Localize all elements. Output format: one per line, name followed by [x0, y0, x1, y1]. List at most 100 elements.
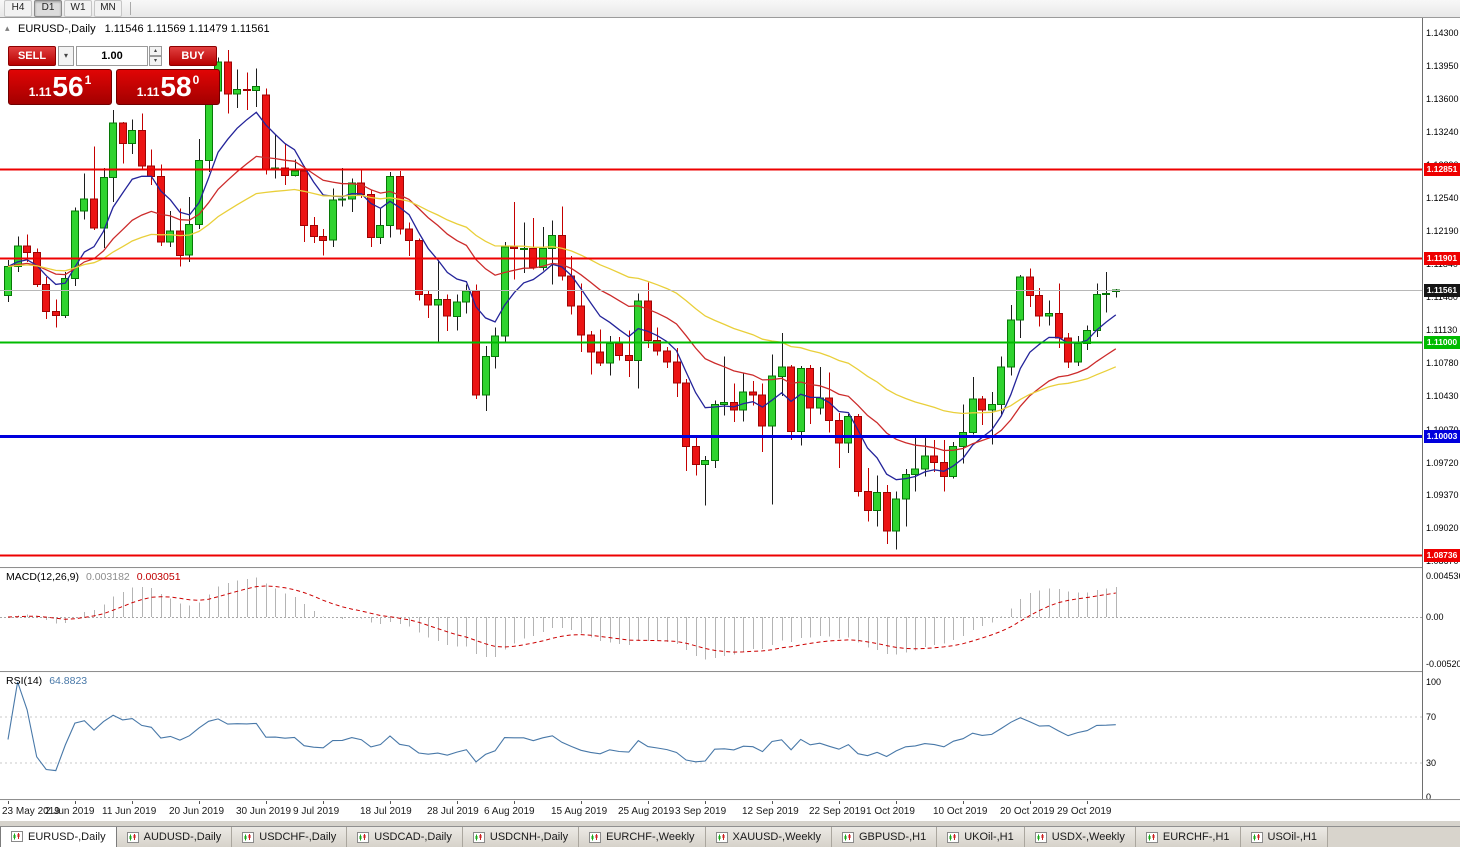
rsi-value: 64.8823: [49, 675, 88, 687]
chart-tab-label: AUDUSD-,Daily: [143, 831, 222, 843]
date-label: 22 Sep 2019: [809, 806, 866, 817]
date-tick: [8, 801, 9, 804]
date-tick: [648, 801, 649, 804]
panel-divider: [0, 799, 1460, 800]
buy-price-tile[interactable]: 1.11 58 0: [116, 69, 220, 105]
macd-signal-value: 0.003051: [136, 571, 181, 583]
timeframe-button-w1[interactable]: W1: [64, 0, 92, 17]
chart-tab-audusd-daily[interactable]: AUDUSD-,Daily: [116, 827, 233, 847]
sell-button[interactable]: SELL: [8, 46, 56, 66]
chart-tab-ukoil-h1[interactable]: UKOil-,H1: [937, 827, 1025, 847]
date-label: 1 Oct 2019: [866, 806, 915, 817]
chart-tab-label: USDCNH-,Daily: [489, 831, 569, 843]
spinner-down-icon[interactable]: ▾: [149, 56, 162, 66]
price-scale-label: 1.10430: [1426, 391, 1459, 401]
price-scale-label: 1.10780: [1426, 358, 1459, 368]
sell-price-big: 56: [52, 71, 84, 102]
date-tick: [514, 801, 515, 804]
date-tick: [1030, 801, 1031, 804]
toolbar-separator: [130, 2, 131, 15]
price-line-badge-1.10003: 1.10003: [1424, 429, 1460, 443]
volume-dropdown-button[interactable]: ▾: [58, 46, 74, 66]
chart-tab-icon: [472, 831, 485, 843]
time-scale[interactable]: 23 May 2019 2 Jun 2019 11 Jun 2019 20 Jun 2…: [0, 801, 1460, 821]
chart-tab-icon: [1034, 831, 1047, 843]
price-line-badge-1.12851: 1.12851: [1424, 162, 1460, 176]
chart-tab-label: EURCHF-,Weekly: [606, 831, 695, 843]
volume-input[interactable]: [76, 46, 148, 66]
rsi-title: RSI(14): [6, 675, 43, 687]
price-line-badge-1.11901: 1.11901: [1424, 251, 1460, 265]
price-scale-label: 1.12540: [1426, 193, 1459, 203]
main-chart-canvas[interactable]: [0, 18, 1422, 567]
macd-scale-label: -0.005205: [1426, 659, 1460, 669]
chart-tab-label: USDX-,Weekly: [1051, 831, 1125, 843]
date-tick: [390, 801, 391, 804]
one-click-collapse-icon[interactable]: ▴: [5, 23, 10, 33]
date-tick: [132, 801, 133, 804]
chart-tab-icon: [1250, 831, 1263, 843]
panel-divider[interactable]: [0, 567, 1460, 568]
chart-tab-label: XAUUSD-,Weekly: [732, 831, 821, 843]
date-label: 15 Aug 2019: [551, 806, 608, 817]
price-scale-label: 1.14300: [1426, 28, 1459, 38]
price-scale-label: 1.11480: [1426, 292, 1458, 302]
chart-tab-usdchf-daily[interactable]: USDCHF-,Daily: [232, 827, 348, 847]
chart-tab-label: GBPUSD-,H1: [858, 831, 927, 843]
price-scale-label: 1.09020: [1426, 523, 1459, 533]
date-label: 30 Jun 2019: [236, 806, 292, 817]
chart-tab-gbpusd-h1[interactable]: GBPUSD-,H1: [831, 827, 938, 847]
one-click-price-tiles: 1.11 56 1 1.11 58 0: [8, 69, 228, 105]
date-tick: [199, 801, 200, 804]
price-scale-label: 1.09370: [1426, 490, 1459, 500]
price-line-badge-1.11000: 1.11000: [1424, 335, 1460, 349]
date-tick: [705, 801, 706, 804]
price-scale-label: 1.13600: [1426, 94, 1459, 104]
date-tick: [266, 801, 267, 804]
rsi-scale-label: 0: [1426, 792, 1432, 799]
price-scale-label: 1.13950: [1426, 61, 1459, 71]
current-price-badge: 1.11561: [1424, 283, 1460, 297]
chart-tab-icon: [715, 831, 728, 843]
sell-price-prefix: 1.11: [28, 85, 52, 99]
rsi-label: RSI(14) 64.8823: [6, 675, 87, 687]
buy-price-sup: 0: [192, 73, 200, 87]
chart-tab-eurchf-h1[interactable]: EURCHF-,H1: [1135, 827, 1241, 847]
sell-price-sup: 1: [84, 73, 92, 87]
chart-tab-eurchf-weekly[interactable]: EURCHF-,Weekly: [579, 827, 706, 847]
chart-tab-usdcnh-daily[interactable]: USDCNH-,Daily: [462, 827, 580, 847]
date-tick: [772, 801, 773, 804]
date-label: 12 Sep 2019: [742, 806, 799, 817]
chart-tab-eurusd-daily[interactable]: EURUSD-,Daily: [0, 827, 117, 847]
one-click-trading-panel: SELL ▾ ▴ ▾ BUY 1.11 56 1 1.11 58 0: [8, 46, 228, 105]
date-tick: [896, 801, 897, 804]
date-label: 11 Jun 2019: [102, 806, 157, 817]
chart-tab-label: UKOil-,H1: [964, 831, 1014, 843]
price-scale-label: 1.13240: [1426, 127, 1459, 137]
date-label: 25 Aug 2019: [618, 806, 675, 817]
chart-tab-label: EURCHF-,H1: [1162, 831, 1230, 843]
date-label: 29 Oct 2019: [1057, 806, 1112, 817]
chart-tab-label: EURUSD-,Daily: [28, 830, 106, 843]
timeframe-button-mn[interactable]: MN: [94, 0, 122, 17]
rsi-canvas[interactable]: [0, 673, 1422, 799]
date-label: 3 Sep 2019: [675, 806, 727, 817]
chart-tab-usoil-h1[interactable]: USOil-,H1: [1240, 827, 1329, 847]
price-scale[interactable]: 1.143001.139501.136001.132401.128901.125…: [1422, 18, 1460, 799]
timeframe-button-h4[interactable]: H4: [4, 0, 32, 17]
panel-divider[interactable]: [0, 671, 1460, 672]
rsi-indicator-panel: RSI(14) 64.8823: [0, 673, 1422, 799]
date-tick: [963, 801, 964, 804]
date-label: 2 Jun 2019: [45, 806, 95, 817]
timeframe-button-d1[interactable]: D1: [34, 0, 62, 17]
chart-tab-xauusd-weekly[interactable]: XAUUSD-,Weekly: [705, 827, 832, 847]
macd-canvas[interactable]: [0, 569, 1422, 671]
date-label: 10 Oct 2019: [933, 806, 988, 817]
chart-tab-label: USOil-,H1: [1267, 831, 1318, 843]
chart-tab-usdx-weekly[interactable]: USDX-,Weekly: [1024, 827, 1136, 847]
chart-tab-usdcad-daily[interactable]: USDCAD-,Daily: [347, 827, 463, 847]
buy-button[interactable]: BUY: [169, 46, 217, 66]
sell-price-tile[interactable]: 1.11 56 1: [8, 69, 112, 105]
spinner-up-icon[interactable]: ▴: [149, 46, 162, 56]
